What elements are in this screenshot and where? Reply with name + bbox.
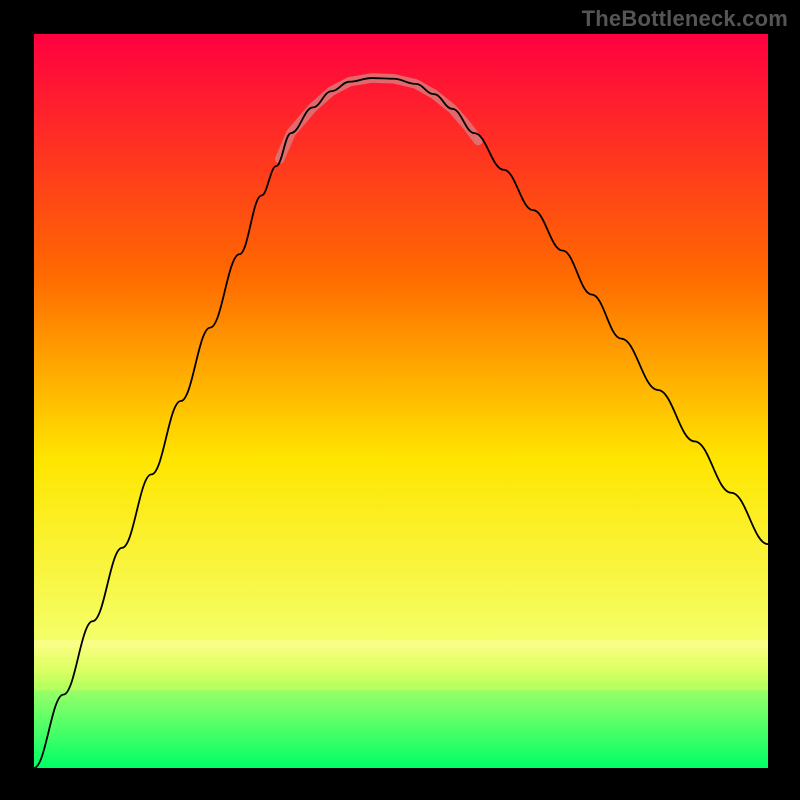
chart-container: TheBottleneck.com xyxy=(0,0,800,800)
accent-strip xyxy=(34,640,768,649)
accent-strip xyxy=(34,673,768,682)
accent-strip xyxy=(34,665,768,674)
accent-strip xyxy=(34,648,768,657)
chart-svg xyxy=(0,0,800,800)
watermark-text: TheBottleneck.com xyxy=(582,6,788,32)
accent-strip xyxy=(34,682,768,691)
accent-strip xyxy=(34,657,768,666)
